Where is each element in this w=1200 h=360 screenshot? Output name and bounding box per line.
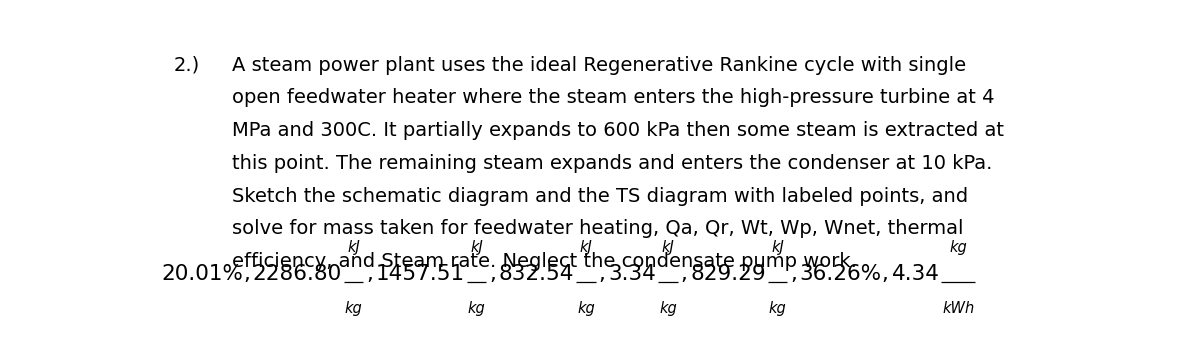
Text: kJ: kJ (772, 240, 784, 255)
Text: this point. The remaining steam expands and enters the condenser at 10 kPa.: this point. The remaining steam expands … (232, 154, 992, 173)
Text: ,: , (882, 264, 889, 284)
Text: ,: , (244, 264, 250, 284)
Text: kg: kg (577, 301, 595, 316)
Text: 2286.80: 2286.80 (253, 264, 342, 284)
Text: 3.34: 3.34 (608, 264, 656, 284)
Text: kJ: kJ (661, 240, 674, 255)
Text: ,: , (599, 264, 606, 284)
Text: 36.26%: 36.26% (799, 264, 882, 284)
Text: 4.34: 4.34 (892, 264, 940, 284)
Text: 2.): 2.) (173, 56, 199, 75)
Text: kg: kg (949, 240, 967, 255)
Text: kg: kg (659, 301, 677, 316)
Text: kg: kg (468, 301, 486, 316)
Text: ,: , (490, 264, 496, 284)
Text: ,: , (790, 264, 797, 284)
Text: Sketch the schematic diagram and the TS diagram with labeled points, and: Sketch the schematic diagram and the TS … (232, 186, 968, 206)
Text: efficiency, and Steam rate. Neglect the condensate pump work.: efficiency, and Steam rate. Neglect the … (232, 252, 857, 271)
Text: open feedwater heater where the steam enters the high-pressure turbine at 4: open feedwater heater where the steam en… (232, 89, 995, 107)
Text: kJ: kJ (347, 240, 360, 255)
Text: A steam power plant uses the ideal Regenerative Rankine cycle with single: A steam power plant uses the ideal Regen… (232, 56, 966, 75)
Text: kg: kg (768, 301, 786, 316)
Text: kg: kg (344, 301, 362, 316)
Text: 20.01%: 20.01% (161, 264, 244, 284)
Text: kWh: kWh (942, 301, 974, 316)
Text: kJ: kJ (580, 240, 593, 255)
Text: kJ: kJ (470, 240, 484, 255)
Text: ,: , (366, 264, 373, 284)
Text: 832.54: 832.54 (499, 264, 575, 284)
Text: solve for mass taken for feedwater heating, Qa, Qr, Wt, Wp, Wnet, thermal: solve for mass taken for feedwater heati… (232, 219, 964, 238)
Text: MPa and 300C. It partially expands to 600 kPa then some steam is extracted at: MPa and 300C. It partially expands to 60… (232, 121, 1004, 140)
Text: 829.29: 829.29 (690, 264, 766, 284)
Text: 1457.51: 1457.51 (376, 264, 466, 284)
Text: ,: , (680, 264, 688, 284)
